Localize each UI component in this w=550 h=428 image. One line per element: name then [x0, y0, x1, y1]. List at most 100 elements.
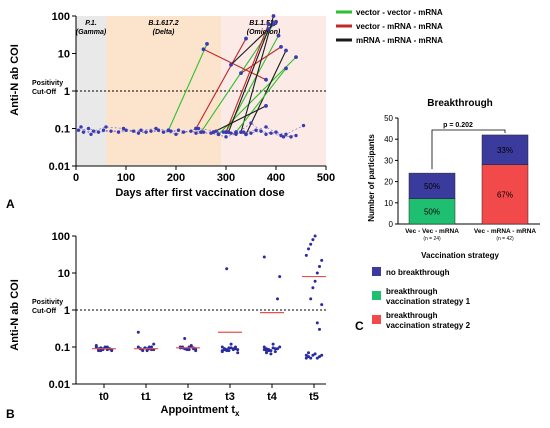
panel-c-category-label: Vec - Vec - mRNA — [405, 228, 459, 235]
no-breakthrough-point — [144, 130, 148, 134]
panel-b-data-point — [141, 349, 145, 353]
period-band — [106, 16, 221, 166]
panel-b-x-axis-label: Appointment tx — [161, 404, 241, 418]
panel-c-chart: 0 10 20 30 40 50 50% 50% Vec - Vec - mRNA(n = 2… — [372, 114, 540, 330]
panel-b-data-point — [304, 356, 308, 360]
breakthrough-point — [284, 66, 288, 71]
no-breakthrough-point — [274, 130, 278, 134]
panel-b-data-point — [320, 303, 324, 307]
breakthrough-point — [211, 130, 216, 135]
panel-b-x-tick-label: t2 — [183, 391, 193, 403]
panel-b-x-tick-label: t4 — [267, 391, 278, 403]
legend-label: breakthrough — [386, 311, 438, 320]
breakthrough-point — [205, 42, 209, 46]
panel-b-data-point — [309, 242, 313, 246]
panel-b-x-tick-label: t3 — [225, 391, 235, 403]
breakthrough-point — [244, 132, 248, 137]
no-breakthrough-point — [124, 128, 128, 132]
panel-b-data-point — [236, 351, 240, 355]
no-breakthrough-point — [76, 128, 81, 132]
breakthrough-point — [271, 14, 276, 18]
breakthrough-point — [276, 33, 281, 38]
panel-b-data-point — [229, 342, 233, 346]
no-breakthrough-point — [224, 135, 228, 139]
panel-c-y-tick-label: 10 — [384, 199, 393, 208]
panel-a-letter: A — [6, 197, 15, 211]
stacked-bar-segment — [481, 164, 529, 225]
panel-b-data-point — [227, 346, 231, 350]
panel-b-data-point — [307, 351, 310, 355]
no-breakthrough-point — [121, 126, 126, 131]
panel-b-data-point — [313, 352, 317, 356]
panel-b-data-point — [313, 279, 317, 283]
breakthrough-point — [199, 130, 203, 135]
legend-label: mRNA - mRNA - mRNA — [356, 36, 443, 45]
panel-b-data-point — [103, 345, 107, 349]
no-breakthrough-point — [294, 133, 298, 138]
breakthrough-point — [284, 48, 288, 53]
panel-a-x-tick-label: 100 — [117, 172, 135, 184]
panel-a-y-tick-label: 100 — [52, 11, 70, 23]
no-breakthrough-point — [174, 132, 178, 137]
panel-b-data-point — [320, 258, 324, 262]
bar-percent-label: 33% — [497, 146, 513, 155]
panel-c-y-tick-label: 20 — [384, 178, 393, 187]
no-breakthrough-point — [96, 130, 101, 134]
bar-percent-label: 67% — [497, 190, 513, 199]
panel-b-data-point — [136, 330, 140, 334]
panel-b-data-point — [311, 353, 315, 357]
panel-b-data-point — [105, 345, 109, 349]
panel-a-y-tick-label: 1 — [64, 86, 70, 98]
panel-b-data-point — [318, 355, 321, 359]
cutoff-label: Positivity — [32, 80, 63, 87]
legend-label-2: vaccination strategy 1 — [386, 297, 471, 306]
no-breakthrough-point — [194, 131, 198, 135]
breakthrough-line — [227, 28, 270, 133]
no-breakthrough-point — [279, 133, 283, 138]
legend-label-2: vaccination strategy 2 — [386, 321, 471, 330]
panel-b-data-point — [97, 349, 100, 353]
panel-b-data-point — [311, 286, 315, 290]
panel-b-data-point — [273, 347, 277, 351]
cutoff-label-2: Cut-Off — [32, 308, 57, 315]
no-breakthrough-point — [281, 135, 286, 139]
no-breakthrough-point — [79, 125, 83, 129]
no-breakthrough-point — [139, 128, 143, 132]
panel-b-data-point — [309, 297, 313, 301]
panel-a-x-axis-label: Days after first vaccination dose — [115, 187, 284, 199]
no-breakthrough-point — [176, 128, 181, 132]
panel-b-data-point — [223, 348, 226, 352]
cutoff-label: Positivity — [32, 299, 63, 306]
breakthrough-line — [240, 15, 275, 133]
panel-b-data-point — [315, 356, 319, 360]
panel-b-x-axis-label-sub: x — [235, 409, 240, 418]
no-breakthrough-point — [289, 135, 293, 139]
breakthrough-line — [213, 105, 267, 133]
panel-b-data-point — [269, 352, 273, 356]
panel-b-data-point — [94, 343, 98, 347]
legend-swatch — [372, 291, 381, 300]
breakthrough-point — [294, 55, 298, 60]
panel-b-data-point — [320, 353, 324, 357]
stacked-bar-segment — [481, 134, 529, 165]
panel-a-x-tick-label: 500 — [317, 172, 335, 184]
no-breakthrough-point — [131, 129, 136, 133]
no-breakthrough-point — [259, 129, 263, 133]
panel-b-data-point — [152, 342, 156, 346]
stacked-bar-segment — [408, 198, 456, 225]
panel-b-x-tick-label: t0 — [99, 391, 109, 403]
panel-c-title: Breakthrough — [427, 98, 493, 109]
panel-b-data-point — [220, 345, 224, 349]
breakthrough-line — [195, 38, 247, 129]
panel-a-chart: P.1. (Gamma) B.1.617.2 (Delta) B1.1.529 (Omic… — [32, 8, 443, 184]
panel-b-data-point — [304, 353, 308, 357]
no-breakthrough-trace — [78, 128, 297, 138]
legend-label: vector - mRNA - mRNA — [356, 22, 443, 31]
no-breakthrough-point — [264, 132, 268, 137]
panel-b-x-axis-label-main: Appointment t — [161, 404, 236, 416]
breakthrough-line — [167, 43, 208, 131]
legend-swatch — [372, 315, 381, 324]
panel-a-y-axis-label: Anti-N ab COI — [9, 44, 21, 116]
no-breakthrough-point — [109, 129, 113, 133]
panel-c-annotation: p = 0.202 — [443, 122, 473, 129]
